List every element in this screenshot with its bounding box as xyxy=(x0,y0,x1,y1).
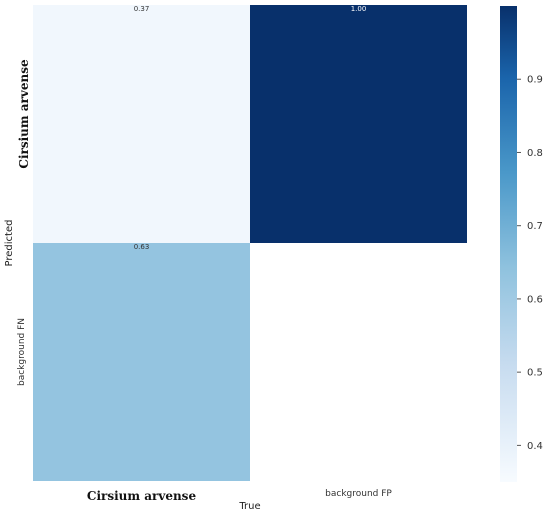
colorbar-tick-label: 0.7 xyxy=(527,221,543,232)
cell-value-label: 1.00 xyxy=(351,5,367,13)
colorbar-tick-label: 0.9 xyxy=(527,75,543,86)
cell-value-label: 0.37 xyxy=(134,5,150,13)
colorbar xyxy=(500,6,517,482)
axis-ticks: Cirsium arvense background FP Cirsium arve… xyxy=(17,59,392,503)
heatmap-cell-r1-c1 xyxy=(250,243,467,481)
colorbar-tick-label: 0.6 xyxy=(527,294,543,305)
x-tick-label: background FP xyxy=(325,489,392,499)
colorbar-ticks: 0.4 0.5 0.6 0.7 0.8 0.9 xyxy=(517,75,543,452)
colorbar-tick-label: 0.4 xyxy=(527,441,543,452)
heatmap-cell-r0-c0 xyxy=(33,5,250,243)
y-axis-label: Predicted xyxy=(4,220,15,267)
y-tick-label: Cirsium arvense xyxy=(17,59,31,169)
y-tick-label: background FN xyxy=(17,318,27,386)
colorbar-tick-label: 0.5 xyxy=(527,368,543,379)
heatmap-cell-r1-c0 xyxy=(33,243,250,481)
x-tick-label: Cirsium arvense xyxy=(87,489,197,503)
colorbar-tick-label: 0.8 xyxy=(527,148,543,159)
cell-value-label: 0.63 xyxy=(134,243,150,251)
heatmap-cells: 0.37 1.00 0.63 xyxy=(33,5,467,481)
heatmap-cell-r0-c1 xyxy=(250,5,467,243)
x-axis-label: True xyxy=(238,501,260,512)
